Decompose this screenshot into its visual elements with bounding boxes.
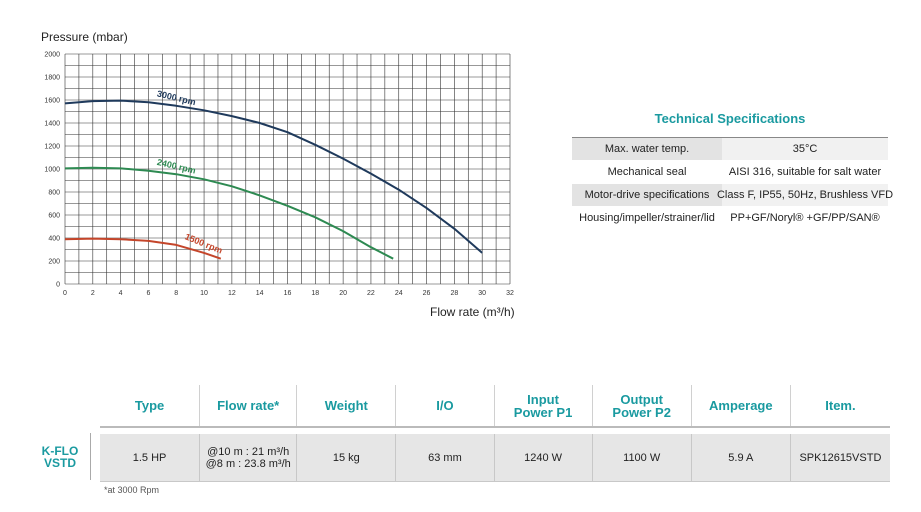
product-table-header: Type Flow rate* Weight I/O Input Power P… (100, 385, 890, 428)
footnote: *at 3000 Rpm (104, 485, 160, 495)
x-tick-label: 8 (174, 290, 178, 297)
cell-item: SPK12615VSTD (789, 434, 890, 481)
y-tick-label: 0 (56, 282, 60, 289)
x-tick-label: 2 (91, 290, 95, 297)
cell-amperage: 5.9 A (690, 434, 790, 481)
spec-row: Housing/impeller/strainer/lid PP+GF/Nory… (572, 207, 888, 230)
spec-label: Housing/impeller/strainer/lid (572, 207, 722, 229)
x-tick-label: 4 (119, 290, 123, 297)
cell-io: 63 mm (395, 434, 493, 481)
x-tick-label: 16 (284, 290, 292, 297)
y-tick-label: 600 (48, 213, 60, 220)
pump-curve-chart: Pressure (mbar) Flow rate (m³/h) 0 2 4 6 8 10… (41, 30, 515, 319)
x-tick-label: 14 (256, 290, 264, 297)
header-output-power: Output Power P2 (591, 385, 691, 426)
x-tick-label: 26 (423, 290, 431, 297)
spec-row: Max. water temp. 35°C (572, 138, 888, 161)
spec-label: Motor-drive specifications (572, 184, 722, 206)
y-tick-label: 1600 (44, 98, 60, 105)
spec-value: Class F, IP55, 50Hz, Brushless VFD (717, 184, 893, 206)
cell-output-power: 1100 W (591, 434, 691, 481)
y-tick-label: 1200 (44, 144, 60, 151)
spec-row: Motor-drive specifications Class F, IP55… (572, 184, 893, 207)
y-axis-label: Pressure (mbar) (41, 30, 128, 44)
spec-value: PP+GF/Noryl® +GF/PP/SAN® (722, 207, 888, 229)
header-weight: Weight (296, 385, 395, 426)
x-tick-label: 10 (200, 290, 208, 297)
x-tick-label: 22 (367, 290, 375, 297)
y-tick-label: 1800 (44, 75, 60, 82)
cell-type: 1.5 HP (132, 451, 167, 464)
flow-rate-line-1: @10 m : 21 m³/h (207, 445, 290, 458)
product-table: Type Flow rate* Weight I/O Input Power P… (100, 385, 890, 482)
x-axis-label: Flow rate (m³/h) (430, 305, 515, 319)
header-io: I/O (395, 385, 493, 426)
spec-row: Mechanical seal AISI 316, suitable for s… (572, 161, 888, 184)
x-tick-label: 18 (311, 290, 319, 297)
model-name-line-2: VSTD (43, 455, 76, 470)
y-tick-label: 2000 (44, 52, 60, 59)
x-tick-label: 12 (228, 290, 236, 297)
series-line (64, 99, 483, 254)
x-tick-label: 28 (450, 290, 458, 297)
cell-flow-rate: @10 m : 21 m³/h @8 m : 23.8 m³/h (199, 434, 296, 481)
x-tick-label: 20 (339, 290, 347, 297)
header-flow-rate: Flow rate* (199, 385, 296, 426)
chart-grid (64, 53, 511, 285)
x-tick-label: 30 (478, 290, 486, 297)
y-tick-label: 1400 (44, 121, 60, 128)
y-tick-label: 400 (48, 236, 60, 243)
cell-weight: 15 kg (296, 434, 395, 481)
spec-label: Mechanical seal (572, 161, 722, 183)
header-amperage: Amperage (690, 385, 790, 426)
model-name: K-FLO VSTD (30, 433, 91, 480)
y-tick-label: 800 (48, 190, 60, 197)
y-tick-label: 200 (48, 259, 60, 266)
spec-value: 35°C (722, 138, 888, 160)
chart-ticks: 0 2 4 6 8 10 12 14 16 18 20 22 24 26 28 30 3202004006008… (44, 52, 514, 298)
spec-value: AISI 316, suitable for salt water (722, 161, 888, 183)
x-tick-label: 0 (63, 290, 67, 297)
flow-rate-line-2: @8 m : 23.8 m³/h (205, 457, 291, 470)
series-line (64, 237, 222, 260)
series-line (64, 166, 394, 260)
x-tick-label: 24 (395, 290, 403, 297)
specs-title: Technical Specifications (654, 111, 806, 126)
model-name-line-1: K-FLO (41, 443, 79, 458)
spec-label: Max. water temp. (572, 138, 722, 160)
header-item: Item. (789, 385, 890, 426)
y-tick-label: 1000 (44, 167, 60, 174)
header-type: Type (134, 398, 165, 413)
cell-input-power: 1240 W (493, 434, 592, 481)
header-input-power: Input Power P1 (493, 385, 592, 426)
x-tick-label: 6 (146, 290, 150, 297)
x-tick-label: 32 (506, 290, 514, 297)
specs-table: Max. water temp. 35°C Mechanical seal AI… (572, 137, 893, 230)
table-row: 1.5 HP @10 m : 21 m³/h @8 m : 23.8 m³/h … (100, 434, 890, 482)
